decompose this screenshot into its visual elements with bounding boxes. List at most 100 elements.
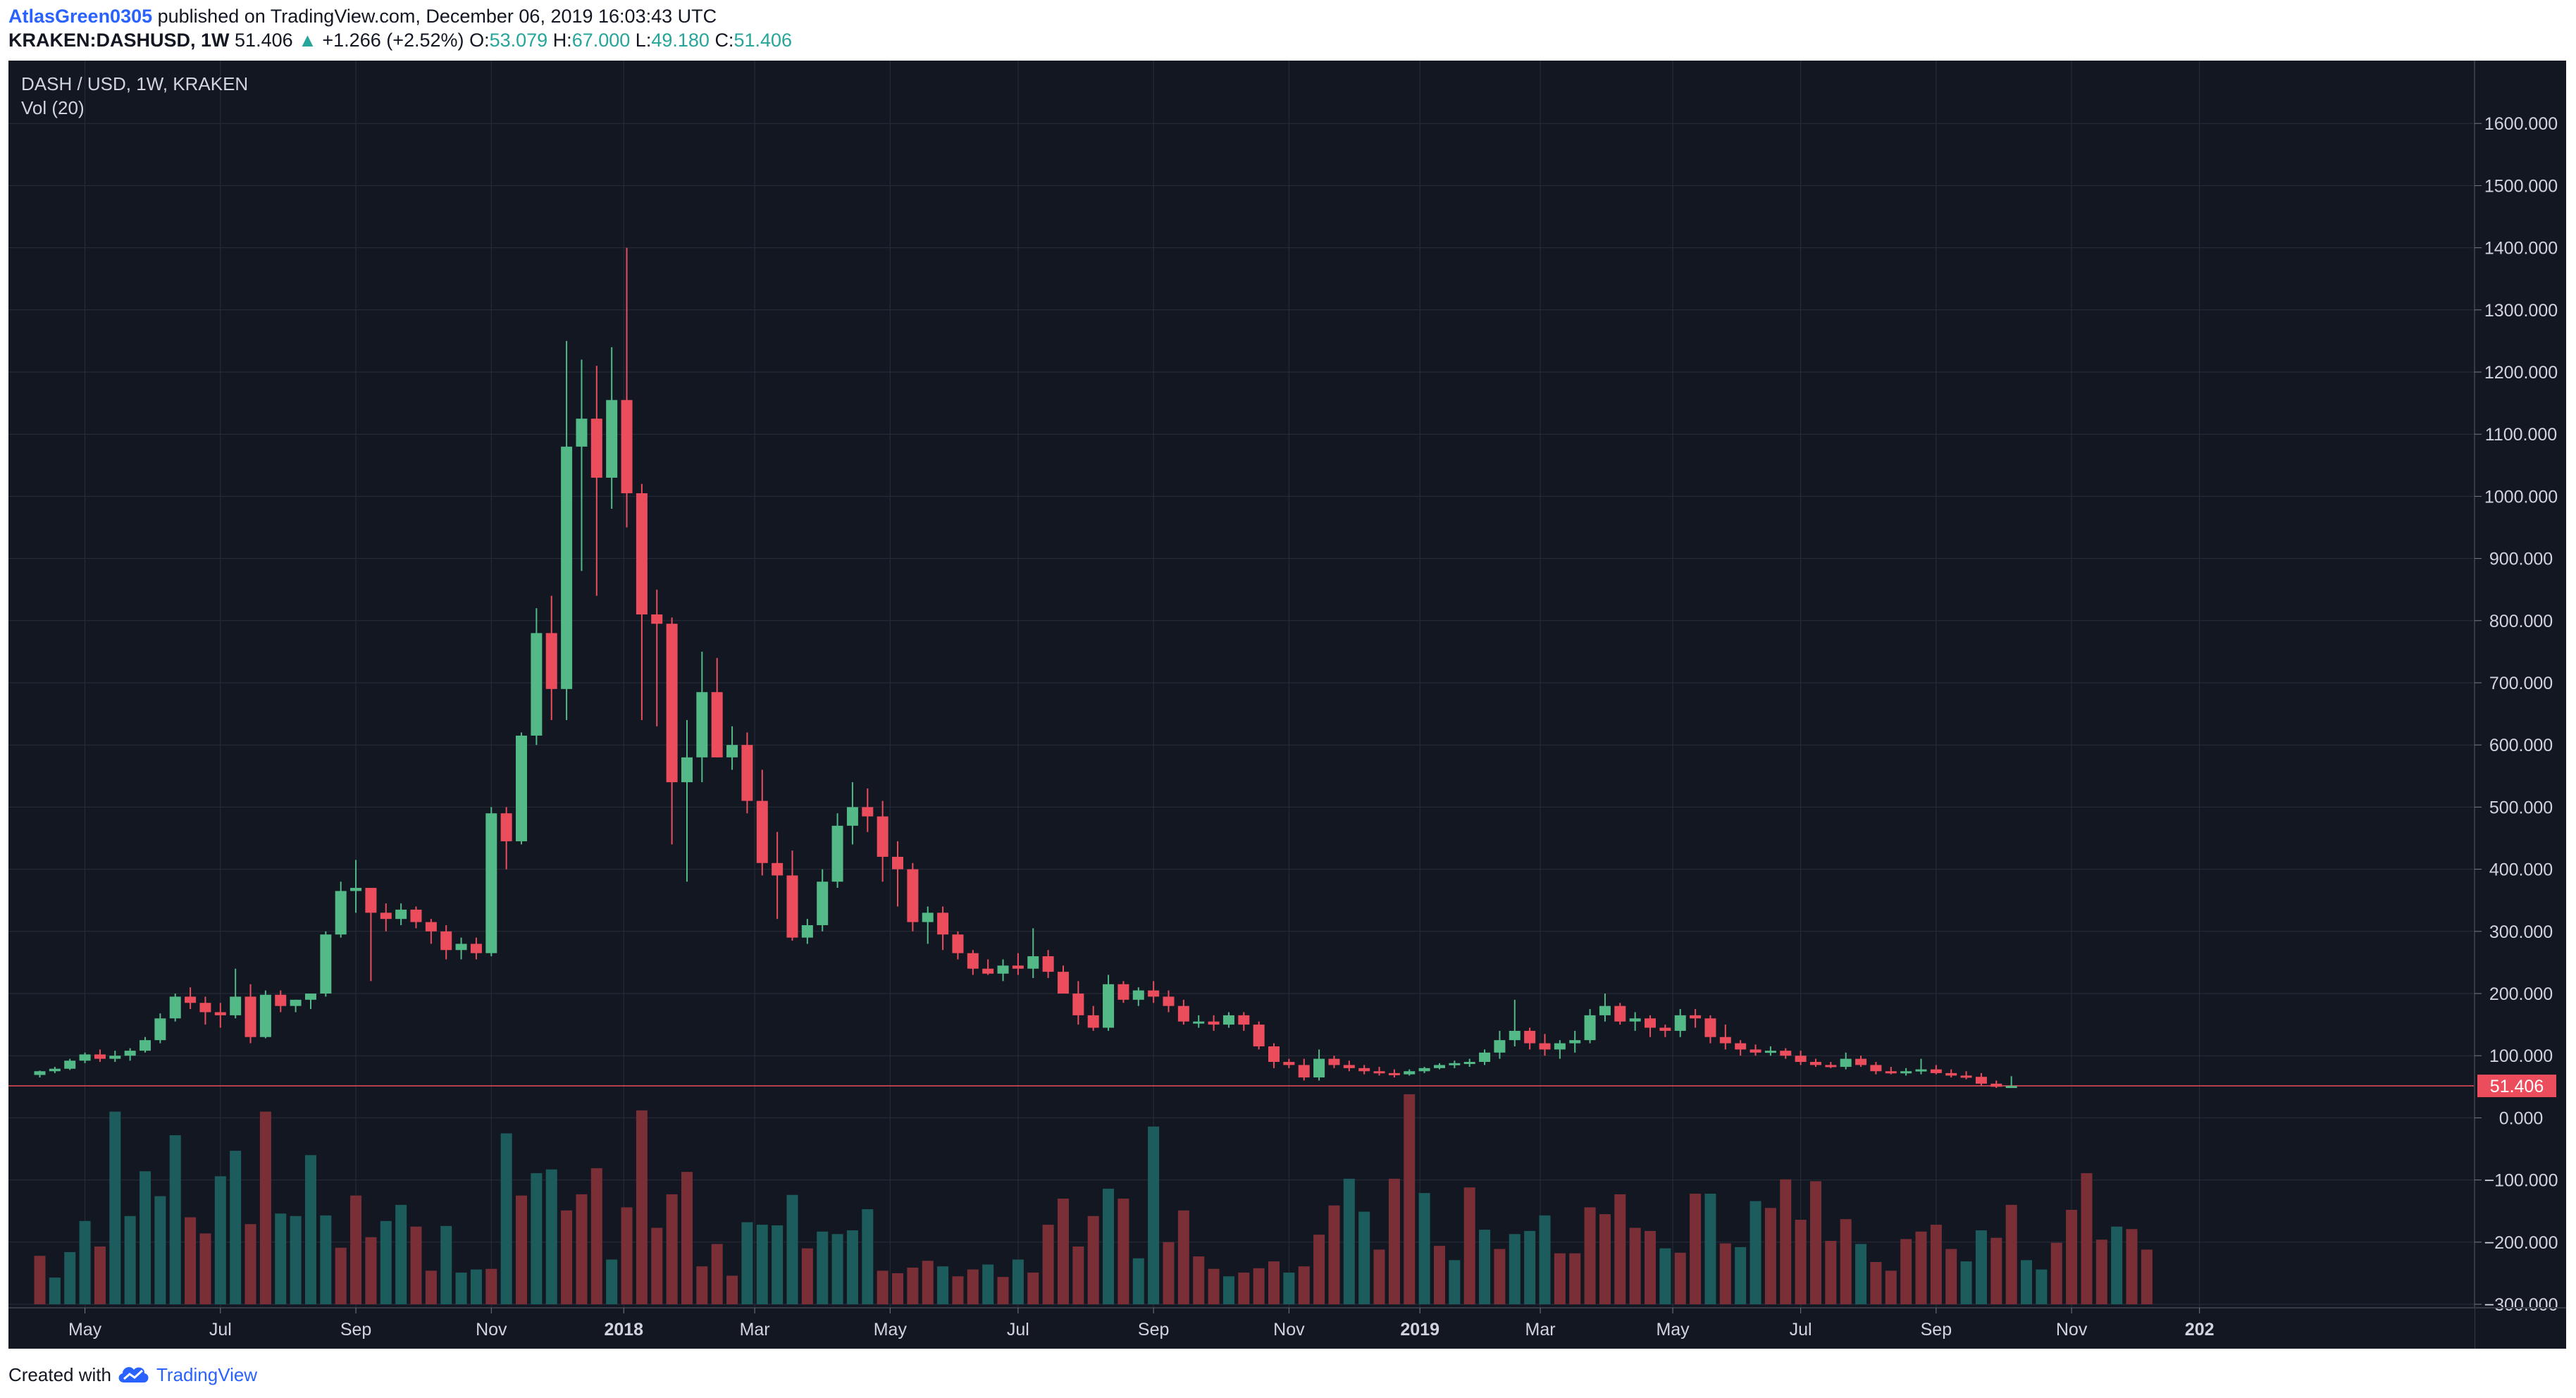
volume-bar bbox=[952, 1276, 964, 1304]
volume-legend[interactable]: Vol (20) bbox=[21, 97, 85, 118]
volume-bar bbox=[2111, 1226, 2123, 1304]
y-tick-label: 1100.000 bbox=[2485, 425, 2557, 445]
candle-body bbox=[1930, 1069, 1942, 1073]
volume-bar bbox=[1825, 1241, 1837, 1304]
series-legend[interactable]: DASH / USD, 1W, KRAKEN bbox=[21, 73, 249, 94]
volume-bar bbox=[1163, 1242, 1175, 1304]
candle-body bbox=[590, 419, 602, 478]
candle-body bbox=[831, 825, 843, 882]
volume-bar bbox=[440, 1225, 452, 1304]
volume-bar bbox=[1373, 1249, 1385, 1304]
candle-body bbox=[244, 996, 256, 1037]
candle-body bbox=[350, 888, 362, 891]
published-text: published on TradingView.com, December 0… bbox=[152, 6, 717, 27]
volume-bar bbox=[185, 1217, 197, 1304]
candle-body bbox=[1809, 1062, 1821, 1065]
candle-body bbox=[500, 813, 512, 841]
volume-bar bbox=[199, 1233, 211, 1304]
low-value: 49.180 bbox=[651, 30, 710, 51]
volume-bar bbox=[801, 1248, 813, 1304]
x-tick-label: May bbox=[874, 1320, 908, 1340]
candle-body bbox=[275, 994, 287, 1006]
candle-body bbox=[1313, 1058, 1325, 1078]
y-tick-label: 700.000 bbox=[2489, 674, 2553, 693]
volume-bar bbox=[726, 1275, 738, 1304]
candle-body bbox=[2005, 1086, 2017, 1089]
volume-bar bbox=[846, 1230, 858, 1304]
volume-bar bbox=[1418, 1193, 1430, 1304]
candle-body bbox=[1404, 1071, 1416, 1075]
volume-bar bbox=[1780, 1179, 1792, 1304]
volume-bar bbox=[109, 1111, 121, 1304]
y-tick-label: 200.000 bbox=[2489, 984, 2553, 1004]
candle-body bbox=[1132, 990, 1144, 1000]
volume-bar bbox=[576, 1194, 588, 1304]
y-tick-label: 1400.000 bbox=[2484, 239, 2558, 259]
volume-bar bbox=[1283, 1273, 1295, 1304]
candle-body bbox=[154, 1018, 166, 1041]
candle-body bbox=[335, 891, 347, 935]
volume-bar bbox=[350, 1195, 362, 1304]
volume-bar bbox=[1509, 1234, 1521, 1304]
publication-line: AtlasGreen0305 published on TradingView.… bbox=[8, 6, 717, 27]
candle-body bbox=[1057, 972, 1069, 994]
candle-body bbox=[1960, 1075, 1972, 1078]
volume-bar bbox=[666, 1194, 678, 1304]
volume-bar bbox=[1990, 1237, 2002, 1304]
volume-bar bbox=[1027, 1273, 1039, 1304]
candle-body bbox=[1343, 1065, 1355, 1068]
volume-bar bbox=[1208, 1268, 1220, 1304]
volume-bar bbox=[455, 1273, 467, 1304]
volume-bar bbox=[1463, 1187, 1475, 1304]
volume-bar bbox=[1945, 1249, 1957, 1304]
volume-bar bbox=[1900, 1239, 1912, 1304]
candle-body bbox=[1479, 1052, 1491, 1063]
candle-body bbox=[199, 1003, 211, 1013]
candle-body bbox=[1012, 965, 1024, 969]
chart-pane[interactable]: 1600.000 1500.000 1400.000 1300.000 1200.000… bbox=[8, 61, 2566, 1349]
open-label: O: bbox=[469, 30, 490, 51]
volume-bar bbox=[425, 1270, 437, 1304]
candle-body bbox=[1087, 1015, 1099, 1028]
candle-body bbox=[365, 888, 377, 913]
footer: Created with TradingView bbox=[0, 1349, 2576, 1398]
candle-body bbox=[817, 882, 829, 925]
volume-bar bbox=[485, 1268, 497, 1304]
volume-bar bbox=[94, 1246, 106, 1304]
volume-bar bbox=[1795, 1220, 1807, 1304]
volume-bar bbox=[380, 1220, 392, 1304]
volume-bar bbox=[756, 1225, 768, 1304]
price-chart[interactable]: 1600.000 1500.000 1400.000 1300.000 1200.000… bbox=[8, 61, 2566, 1349]
candle-body bbox=[922, 913, 934, 922]
volume-bar bbox=[1479, 1230, 1491, 1304]
volume-bar bbox=[1840, 1219, 1852, 1304]
volume-bar bbox=[244, 1224, 256, 1304]
volume-bar bbox=[1177, 1210, 1189, 1304]
last-price-badge-label: 51.406 bbox=[2490, 1077, 2544, 1096]
candle-body bbox=[1554, 1043, 1566, 1050]
x-tick-label: Nov bbox=[2056, 1320, 2088, 1340]
candle-body bbox=[169, 996, 181, 1019]
last-price: 51.406 bbox=[235, 30, 293, 51]
volume-bar bbox=[741, 1222, 753, 1304]
tradingview-brand[interactable]: TradingView bbox=[156, 1364, 258, 1385]
candle-body bbox=[64, 1060, 76, 1069]
volume-bar bbox=[531, 1173, 543, 1304]
volume-bar bbox=[922, 1261, 934, 1304]
candle-body bbox=[1524, 1030, 1536, 1044]
candle-body bbox=[997, 965, 1009, 974]
time-axis bbox=[8, 1308, 2475, 1349]
candle-body bbox=[576, 419, 588, 447]
candle-body bbox=[395, 909, 407, 920]
y-tick-label: 1000.000 bbox=[2484, 487, 2558, 507]
volume-bar bbox=[259, 1111, 271, 1304]
candle-body bbox=[606, 400, 618, 478]
x-tick-label: Sep bbox=[1921, 1320, 1952, 1340]
candle-body bbox=[726, 745, 738, 757]
candle-body bbox=[1599, 1006, 1611, 1015]
volume-bar bbox=[516, 1195, 528, 1304]
volume-bar bbox=[1690, 1194, 1702, 1304]
author-link[interactable]: AtlasGreen0305 bbox=[8, 6, 153, 27]
y-tick-label: 100.000 bbox=[2489, 1046, 2553, 1066]
volume-bar bbox=[1659, 1248, 1671, 1304]
